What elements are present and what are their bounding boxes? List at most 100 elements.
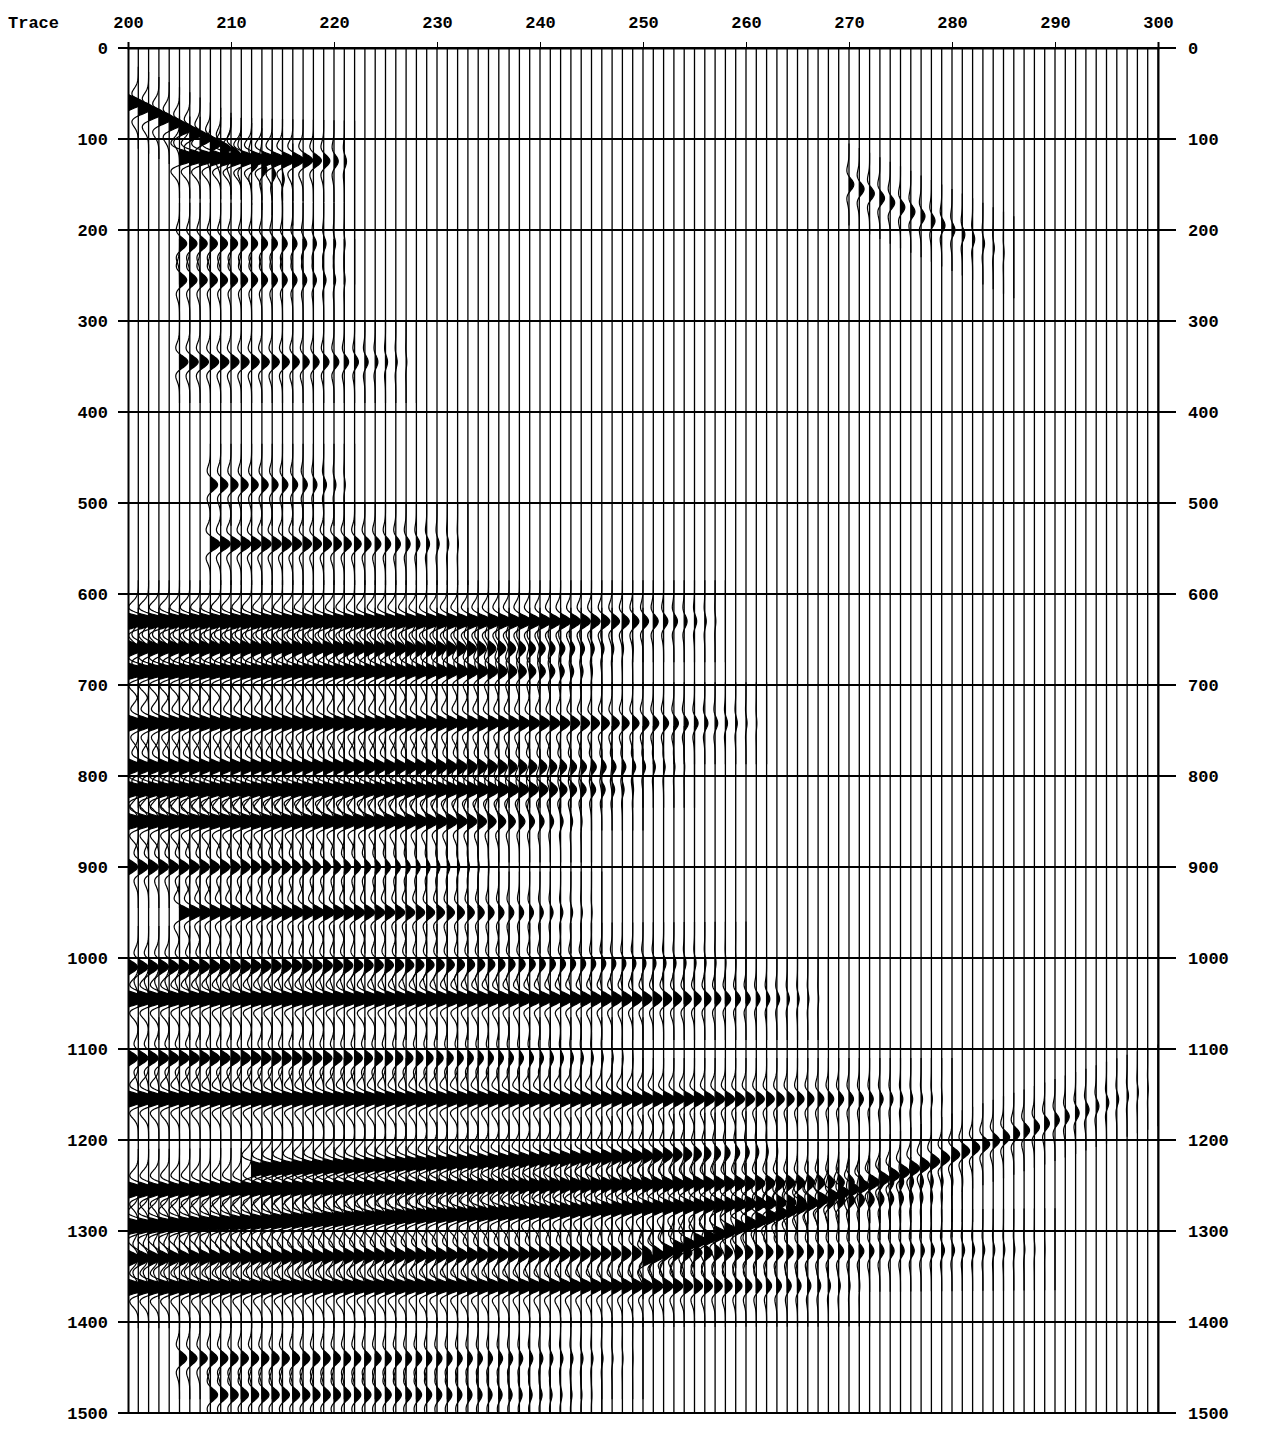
wavelet-fill (283, 826, 291, 908)
wavelet-fill (509, 781, 515, 863)
wavelet-fill (725, 682, 727, 764)
wavelet-fill (684, 958, 691, 1040)
trace-baseline (1034, 48, 1035, 1413)
wavelet-fill (530, 630, 536, 712)
wavelet-fill (705, 580, 706, 662)
wavelet-fill (447, 872, 454, 954)
wavelet-line (342, 321, 348, 403)
wavelet-line (374, 321, 378, 403)
wavelet-fill (612, 682, 619, 764)
grid-line (118, 775, 1176, 777)
wavelet-fill (241, 1017, 250, 1099)
wavelet-fill (808, 1058, 814, 1140)
wavelet-fill (746, 682, 747, 764)
wavelet-line (320, 503, 331, 585)
wavelet-line (828, 958, 829, 1040)
wavelet-fill (581, 781, 583, 863)
wavelet-line (248, 826, 260, 908)
wavelet-fill (221, 321, 229, 403)
wavelet-fill (210, 826, 219, 908)
wavelet-fill (489, 872, 495, 954)
wavelet-line (467, 826, 469, 908)
wavelet-line (362, 826, 370, 908)
wavelet-fill (344, 503, 351, 585)
wavelet-line (280, 444, 288, 526)
wavelet-line (682, 682, 688, 764)
wavelet-line (155, 826, 169, 908)
wavelet-line (425, 503, 429, 585)
wavelet-fill (993, 207, 994, 289)
wavelet-fill (705, 1058, 715, 1140)
wavelet-line (715, 580, 716, 662)
wavelet-line (642, 749, 643, 831)
grid-line (118, 1139, 1176, 1141)
wavelet-fill (272, 444, 278, 526)
wavelet-line (711, 1058, 725, 1140)
trace-baseline (1137, 48, 1138, 1413)
wavelet-line (165, 826, 179, 908)
wavelet-fill (313, 321, 319, 403)
wavelet-line (714, 682, 718, 764)
wavelet-line (611, 608, 613, 690)
wavelet-fill (478, 781, 486, 863)
wavelet-line (425, 826, 430, 908)
wavelet-fill (632, 608, 634, 690)
wavelet-fill (519, 630, 526, 712)
wavelet-fill (334, 239, 336, 321)
wavelet-line (373, 826, 381, 908)
wavelet-line (467, 503, 468, 585)
wavelet-line (721, 1058, 734, 1140)
wavelet-line (724, 682, 727, 764)
wavelet-fill (622, 958, 632, 1040)
wavelet-line (444, 872, 454, 954)
wavelet-line (301, 203, 306, 285)
wavelet-line (652, 726, 655, 808)
trace-baseline (1013, 48, 1014, 1413)
wavelet-fill (664, 958, 672, 1040)
wavelet-line (1003, 212, 1005, 294)
wavelet-line (660, 958, 672, 1040)
wavelet-line (930, 180, 935, 262)
wavelet-fill (324, 503, 332, 585)
wavelet-line (673, 726, 674, 808)
trace-baseline (993, 48, 994, 1413)
wavelet-line (765, 958, 770, 1040)
wavelet-fill (334, 120, 338, 202)
wavelet-line (622, 608, 624, 690)
wavelet-line (423, 872, 434, 954)
grid-line (118, 502, 1176, 504)
wavelet-fill (839, 1058, 844, 1140)
wavelet-fill (344, 121, 346, 203)
wavelet-fill (231, 321, 239, 403)
wavelet-fill (664, 682, 669, 764)
wavelet-line (258, 826, 270, 908)
wavelet-fill (221, 444, 228, 526)
wavelet-line (753, 1058, 765, 1140)
wavelet-fill (416, 321, 417, 403)
wavelet-fill (798, 958, 800, 1040)
wavelet-line (404, 826, 410, 908)
wavelet-line (206, 826, 219, 908)
wavelet-fill (262, 321, 269, 403)
wavelet-fill (375, 826, 380, 908)
wavelet-line (344, 239, 345, 321)
wavelet-line (352, 826, 361, 908)
wavelet-fill (736, 958, 741, 1040)
wavelet-fill (1013, 216, 1014, 298)
wavelet-line (402, 872, 414, 954)
wavelet-line (1013, 216, 1014, 298)
wavelet-line (268, 503, 281, 585)
wavelet-fill (983, 203, 985, 285)
wavelet-fill (375, 872, 384, 954)
wavelet-fill (334, 826, 341, 908)
wavelet-line (329, 872, 344, 954)
wavelet-fill (303, 503, 311, 585)
wavelet-line (629, 958, 642, 1040)
wavelet-line (340, 872, 355, 954)
wavelet-fill (210, 444, 217, 526)
wavelet-line (580, 630, 583, 712)
wavelet-fill (386, 503, 391, 585)
wavelet-line (704, 580, 706, 662)
wavelet-line (413, 1017, 423, 1099)
wavelet-line (515, 682, 530, 764)
